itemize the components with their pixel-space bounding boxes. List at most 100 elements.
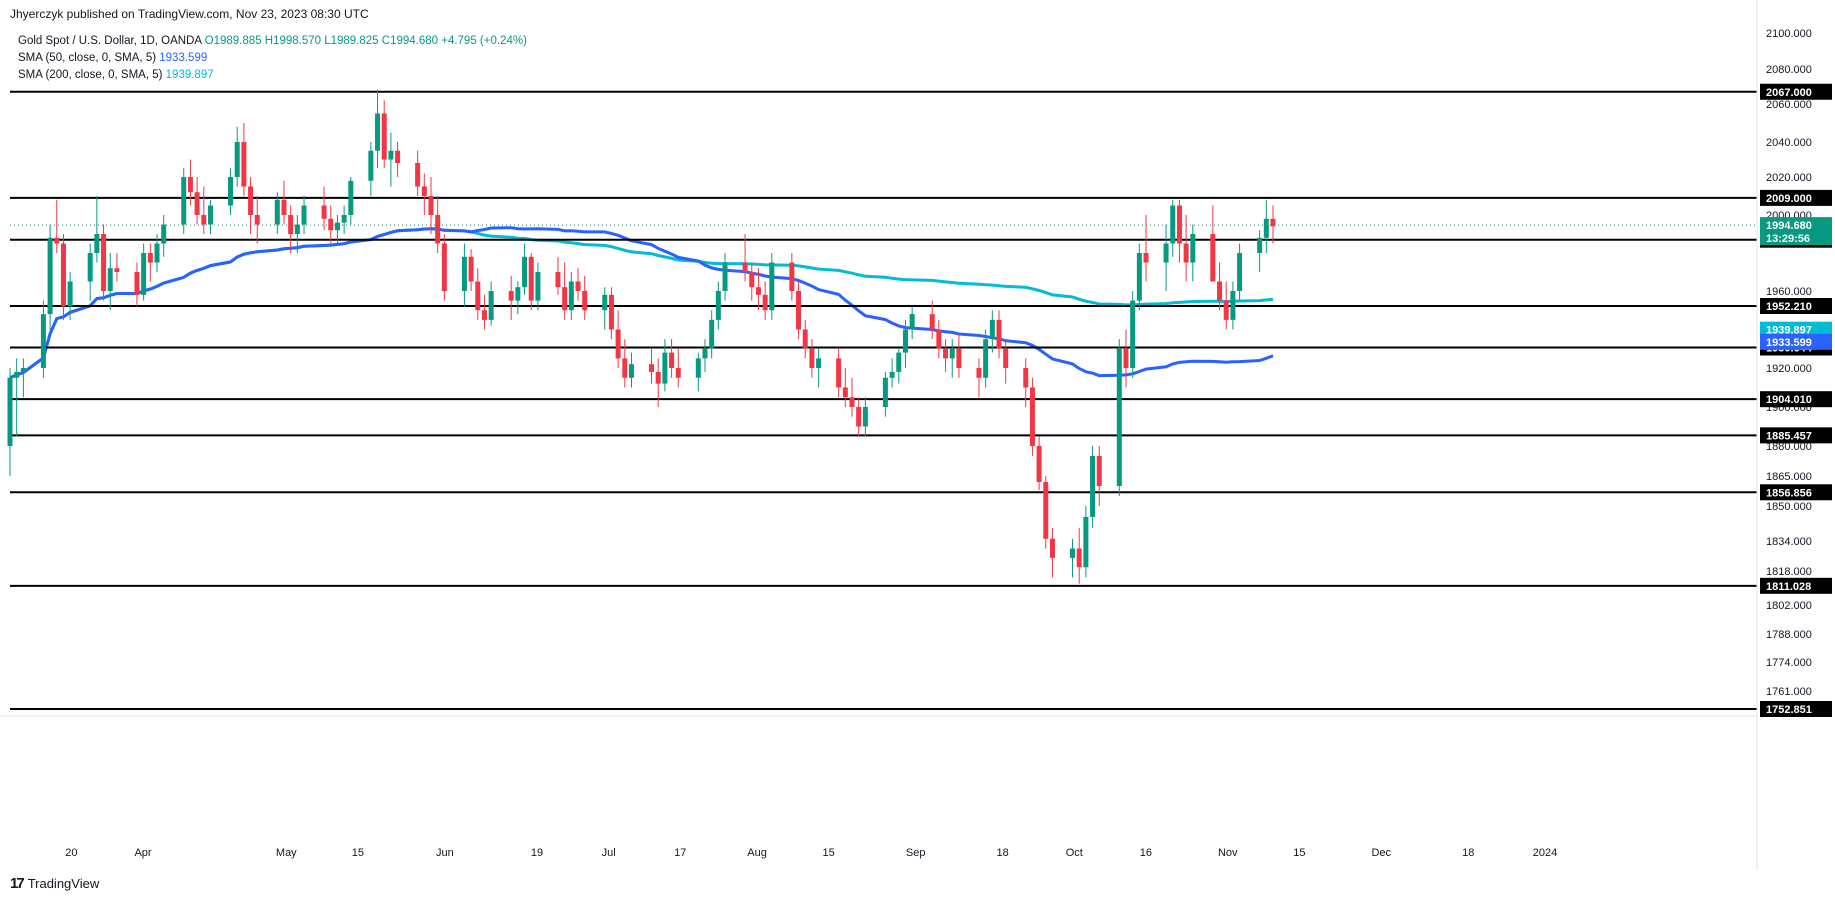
candle-body xyxy=(608,294,614,330)
candle xyxy=(1170,199,1176,257)
legend-sma200-row[interactable]: SMA (200, close, 0, SMA, 5) 1939.897 xyxy=(18,67,527,84)
sma200-line xyxy=(9,227,1274,380)
candle-body xyxy=(1116,348,1122,486)
time-axis[interactable]: 20 Apr May 15 Jun 19 Jul 17 Aug 15 Sep 18 Oct 16 Nov 15… xyxy=(0,715,1757,859)
candle-body xyxy=(187,177,193,193)
legend-sma50-row[interactable]: SMA (50, close, 0, SMA, 5) 1933.599 xyxy=(18,50,527,67)
time-tick-label: 18 xyxy=(997,847,1009,859)
candle xyxy=(816,348,822,388)
candle xyxy=(742,234,748,282)
candle xyxy=(896,348,902,384)
candle-body xyxy=(1163,243,1169,263)
candle xyxy=(1049,527,1055,578)
candle xyxy=(842,368,848,407)
candle-body xyxy=(248,186,254,215)
candle xyxy=(628,352,634,388)
sma200-value: 1939.897 xyxy=(165,69,214,81)
candle-body xyxy=(816,358,822,368)
candle-body xyxy=(1043,482,1049,539)
candle xyxy=(1257,230,1263,272)
level-badge-label: 1952.210 xyxy=(1766,301,1812,313)
candle-body xyxy=(241,142,247,187)
candle xyxy=(535,262,541,311)
candle xyxy=(301,196,307,234)
candle-body xyxy=(515,287,521,301)
level-badge xyxy=(1760,701,1832,717)
time-tick-label: May xyxy=(276,847,297,859)
candle-body xyxy=(161,224,167,244)
candle-body xyxy=(254,215,260,225)
candle xyxy=(702,339,708,372)
candle xyxy=(201,186,207,234)
candle xyxy=(294,215,300,253)
candle-body xyxy=(949,348,955,359)
candle-body xyxy=(20,368,26,372)
candle-body xyxy=(334,222,340,231)
candle-body xyxy=(40,314,46,368)
candle xyxy=(882,371,888,417)
time-tick-label: 2024 xyxy=(1533,847,1557,859)
candle xyxy=(154,234,160,272)
candle xyxy=(562,262,568,320)
candle-body xyxy=(60,243,66,307)
candle-body xyxy=(415,163,421,187)
legend-symbol-row[interactable]: Gold Spot / U.S. Dollar, 1D, OANDA O1989… xyxy=(18,33,527,50)
level-badge xyxy=(1760,427,1832,444)
price-axis[interactable]: 2100.000 2080.000 2060.000 2040.000 2020.000… xyxy=(1756,0,1832,870)
level-badge xyxy=(1760,297,1832,314)
symbol-title: Gold Spot / U.S. Dollar, 1D, OANDA xyxy=(18,35,202,47)
candle xyxy=(134,262,140,307)
time-tick-label: 20 xyxy=(65,847,77,859)
time-tick-label: Nov xyxy=(1218,847,1238,859)
candle-body xyxy=(522,256,528,288)
candle-body xyxy=(849,397,855,407)
price-tick-label: 1850.000 xyxy=(1766,501,1812,513)
candle xyxy=(1210,205,1216,282)
candle xyxy=(575,268,581,301)
candle-body xyxy=(328,218,334,231)
candle-body xyxy=(628,364,634,378)
countdown-label: 13:29:56 xyxy=(1766,233,1810,245)
candle-body xyxy=(582,291,588,311)
candle xyxy=(983,329,989,388)
candle-body xyxy=(1230,291,1236,320)
candle xyxy=(769,253,775,320)
candle-body xyxy=(181,177,187,225)
candle xyxy=(1136,243,1142,311)
candle xyxy=(341,205,347,234)
candle xyxy=(508,275,514,320)
candle xyxy=(796,281,802,340)
candle xyxy=(709,310,715,359)
candle-body xyxy=(862,407,868,427)
sma200-badge-label: 1939.897 xyxy=(1766,325,1812,337)
candle xyxy=(602,287,608,330)
candle-body xyxy=(1003,348,1009,368)
candle-body xyxy=(742,262,748,272)
candle-body xyxy=(274,199,280,225)
tradingview-logo-text: TradingView xyxy=(27,876,100,891)
candle-body xyxy=(1083,516,1089,568)
candle-body xyxy=(528,256,534,301)
candle xyxy=(254,196,260,244)
sma200-badge xyxy=(1760,321,1832,338)
candle xyxy=(435,196,441,253)
candle-body xyxy=(461,256,467,291)
candle xyxy=(1237,243,1243,301)
level-badge-label: 1856.856 xyxy=(1766,487,1812,499)
candle-body xyxy=(1263,218,1269,238)
candle-body xyxy=(7,377,13,446)
tradingview-logo[interactable]: 17 TradingView xyxy=(10,875,99,892)
candle xyxy=(1090,446,1096,528)
candle xyxy=(715,281,721,330)
candle-body xyxy=(1070,548,1076,558)
candle xyxy=(655,358,661,407)
candle xyxy=(1176,199,1182,263)
candle xyxy=(334,215,340,244)
candle-body xyxy=(348,180,354,215)
candle xyxy=(1023,358,1029,407)
candle-body xyxy=(902,329,908,353)
candle xyxy=(749,262,755,301)
sma50-badge-label: 1933.599 xyxy=(1766,337,1812,349)
candle xyxy=(949,339,955,378)
